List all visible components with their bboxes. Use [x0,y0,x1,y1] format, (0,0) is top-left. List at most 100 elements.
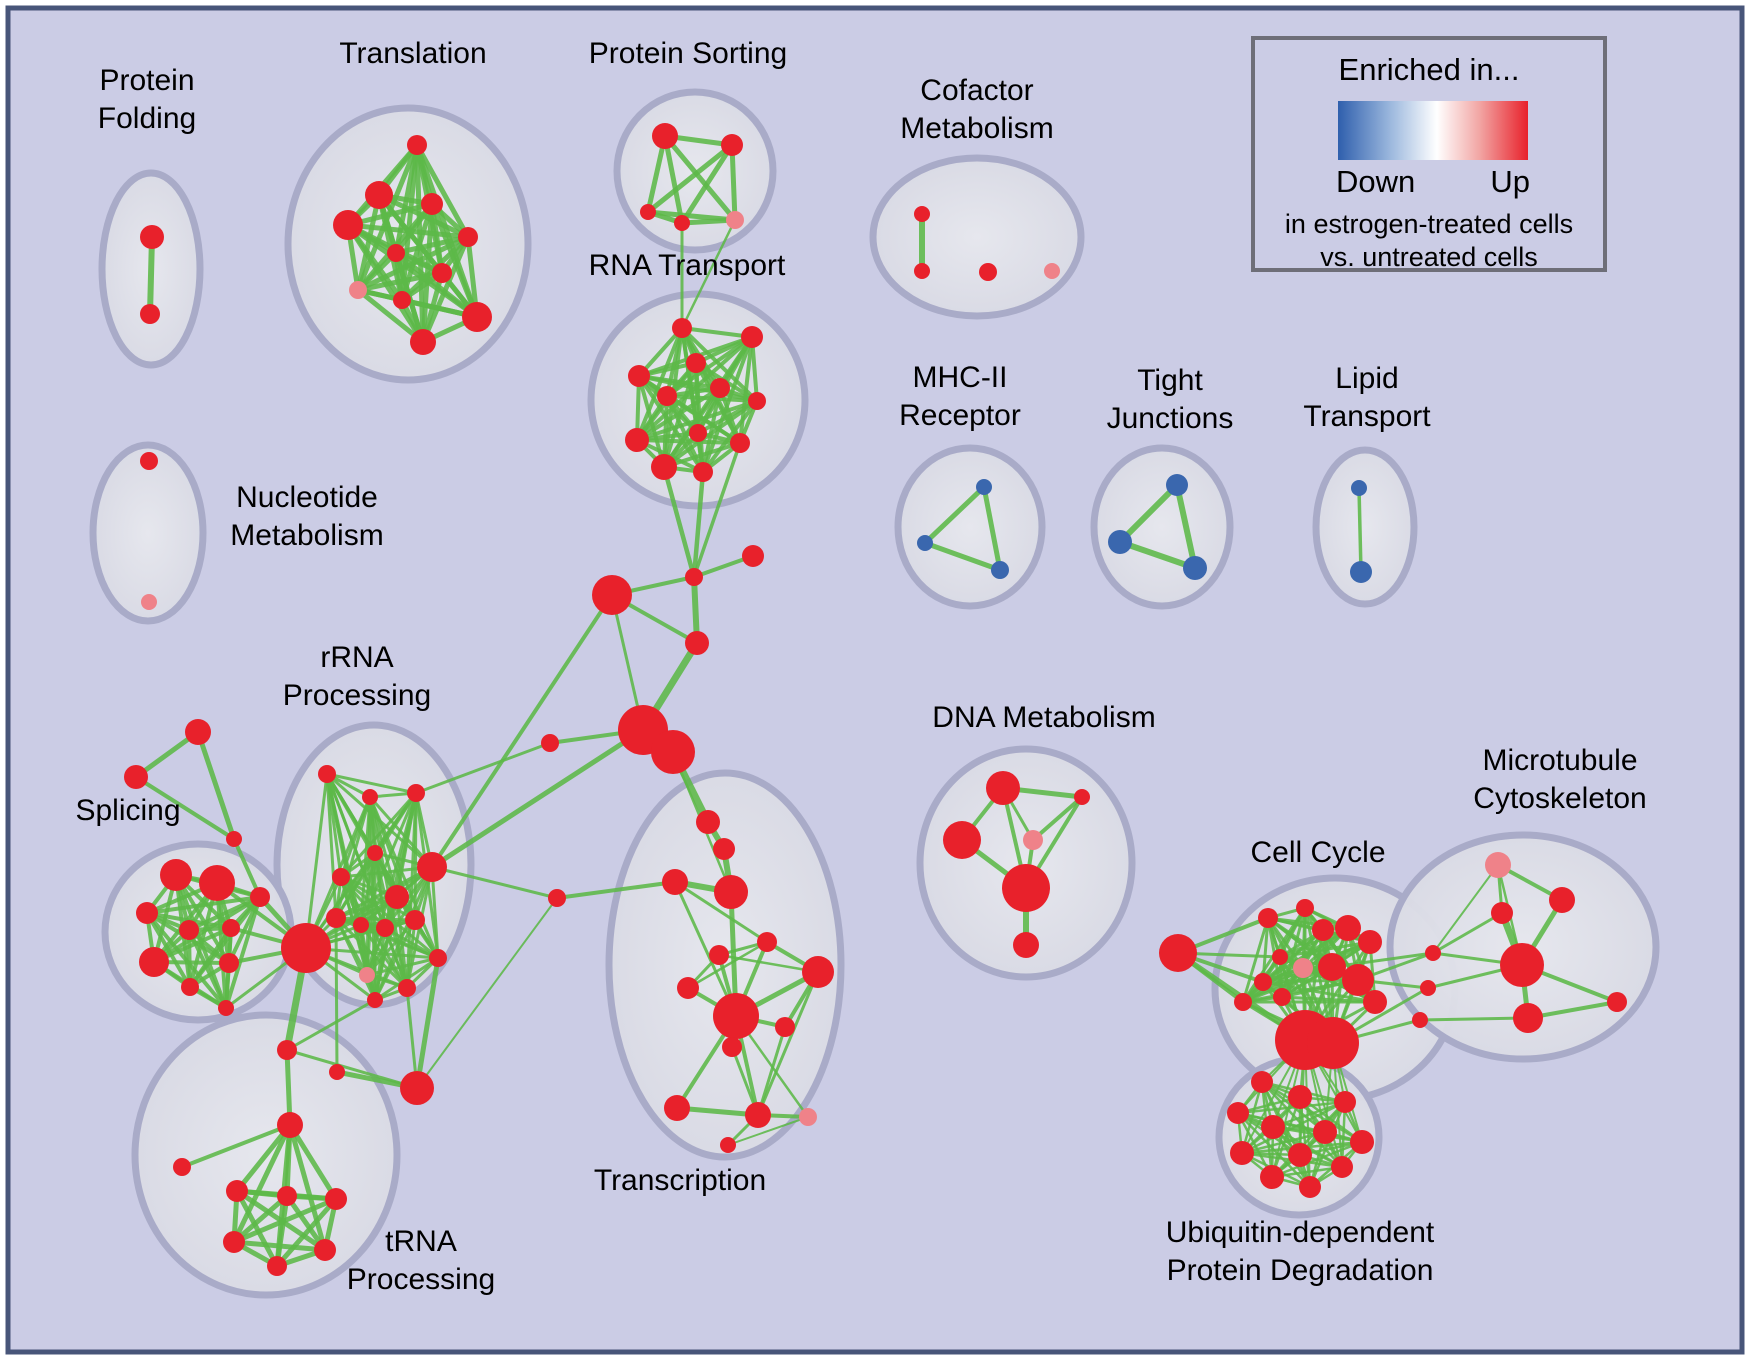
cluster-label-ubiquitin-degradation: Ubiquitin-dependent Protein Degradation [1166,1216,1435,1287]
edge-j5-x2 [555,880,677,900]
edge-r6-r11 [701,399,759,474]
edge-tb1-tb3 [231,1193,290,1245]
gene-set-node-d4 [1002,864,1050,912]
edge-t4-t5 [393,234,471,256]
cluster-label-line: MHC-II [913,361,1008,394]
gene-set-node-x5 [709,945,729,965]
gene-set-node-u5 [1313,1120,1337,1144]
edge-tj0-tj1 [1117,482,1180,545]
cluster-ellipse-nucleotide-metabolism [89,441,207,625]
gene-set-node-mh1 [917,535,933,551]
edge-tq1-tb3 [231,1122,293,1245]
gene-set-node-x8 [713,993,759,1039]
gene-set-node-cf3 [1044,263,1060,279]
gene-set-node-s3 [179,920,199,940]
gene-set-node-st2 [226,831,242,847]
gene-set-node-t2 [421,193,443,215]
gene-set-node-u9 [1331,1156,1353,1178]
gene-set-node-mt1 [1549,887,1575,913]
cluster-label-trna-processing: tRNA Processing [347,1225,495,1296]
gene-set-node-r10 [651,454,677,480]
edge-s8-s9 [224,895,262,1010]
gene-set-node-r2 [686,353,706,373]
gene-set-node-x7 [677,977,699,999]
gene-set-node-rr1 [362,789,378,805]
gene-set-node-x6 [802,956,834,988]
gene-set-node-cc4 [1335,915,1361,941]
gene-set-node-cc5 [1358,930,1382,954]
edge-j4-rr2 [414,741,552,795]
edge-r9-r10 [662,441,742,469]
cluster-label-line: Ubiquitin-dependent [1166,1216,1435,1249]
edge-rr4-j2 [430,593,614,869]
edge-t0-t4 [414,142,471,240]
gene-set-node-r11 [693,462,713,482]
edge-h0-rr4 [429,727,646,870]
gene-set-node-r9 [730,433,750,453]
gene-set-node-rr7 [326,908,346,928]
gene-set-node-rr6 [385,885,409,909]
gene-set-node-cf1 [914,263,930,279]
cluster-label-dna-metabolism: DNA Metabolism [932,701,1155,734]
gene-set-node-ps4 [726,211,744,229]
legend-box: Enriched in... Down Up in estrogen-treat… [1251,36,1607,272]
cluster-label-line: tRNA [385,1225,457,1258]
edge-li0-li1 [1357,486,1363,574]
gene-set-node-cf0 [914,206,930,222]
legend-subtitle-line1: in estrogen-treated cells [1285,209,1573,239]
gene-set-node-t10 [410,329,436,355]
edge-rr5-rr12 [339,875,417,922]
gene-set-node-x14 [720,1137,736,1153]
edge-tq1-tl0 [180,1123,292,1169]
edge-s7-s9 [188,895,262,989]
edge-rr2-rr5 [339,791,418,879]
cluster-ellipse-mhc-ii-receptor [894,444,1046,610]
gene-set-node-tb3 [223,1231,245,1253]
gene-set-node-s2 [136,902,158,924]
gene-set-node-tb2 [325,1188,347,1210]
gene-set-node-x4 [757,932,777,952]
gene-set-node-u7 [1230,1141,1254,1165]
gene-set-node-tl0 [173,1158,191,1176]
cluster-label-microtubule-cytoskeleton: Microtubule Cytoskeleton [1473,744,1646,815]
legend-down-label: Down [1336,164,1415,199]
gene-set-node-cc14 [1307,1017,1359,1069]
gene-set-node-tb0 [226,1180,248,1202]
gene-set-node-s8 [218,1000,234,1016]
gene-set-node-t7 [349,281,367,299]
edge-tq1-tb0 [234,1122,293,1194]
legend-border [1251,36,1607,272]
gene-set-node-x3 [714,875,748,909]
cluster-label-line: Microtubule [1482,744,1637,777]
edge-ps0-ps3 [662,133,685,226]
gene-set-node-x1 [713,838,735,860]
edge-d1-d3 [1031,795,1084,842]
gene-set-node-li1 [1350,561,1372,583]
gene-set-node-j1 [742,545,764,567]
gene-set-node-d1 [1074,789,1090,805]
gene-set-node-t3 [333,210,363,240]
gene-set-node-s0 [160,859,192,891]
gene-set-node-rr3 [367,845,383,861]
cluster-label-line: DNA Metabolism [932,701,1155,734]
edge-tb2-tb3 [231,1196,339,1245]
legend-gradient-bar [1338,101,1528,160]
gene-set-node-d0 [986,771,1020,805]
cluster-label-line: Tight [1137,364,1203,397]
gene-set-node-s4 [222,919,240,937]
edge-r1-r9 [738,335,754,445]
cluster-ellipse-cofactor-metabolism [869,154,1085,320]
cluster-ellipse-lipid-transport [1312,446,1418,608]
edge-r11-j0 [691,469,706,580]
gene-set-node-rr10 [281,923,331,973]
cluster-label-cell-cycle: Cell Cycle [1250,836,1385,869]
edge-st0-st2 [195,729,237,842]
cluster-label-line: Processing [283,679,431,712]
gene-set-node-t6 [432,263,452,283]
gene-set-node-pf1 [140,304,160,324]
nodes-layer [124,123,1627,1276]
gene-set-node-ps3 [674,215,690,231]
cluster-label-line: Splicing [75,794,180,827]
cluster-ellipse-dna-metabolism [916,745,1136,981]
